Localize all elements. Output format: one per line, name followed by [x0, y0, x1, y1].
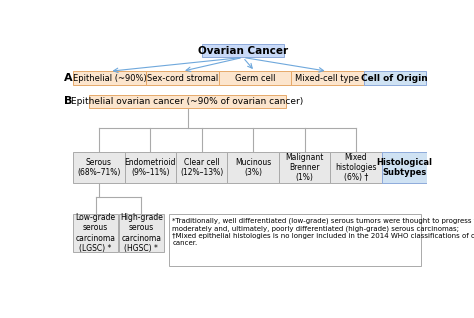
FancyBboxPatch shape — [364, 71, 426, 85]
Text: *Traditionally, well differentiated (low-grade) serous tumors were thought to pr: *Traditionally, well differentiated (low… — [173, 218, 474, 245]
Text: Serous
(68%–71%): Serous (68%–71%) — [77, 158, 120, 177]
Text: Histological
Subtypes: Histological Subtypes — [376, 158, 432, 177]
FancyBboxPatch shape — [73, 214, 118, 252]
Text: B: B — [64, 96, 72, 106]
FancyBboxPatch shape — [202, 44, 283, 58]
Text: Ovarian Cancer: Ovarian Cancer — [198, 46, 288, 56]
FancyBboxPatch shape — [330, 152, 382, 183]
Text: Mixed-cell type: Mixed-cell type — [295, 74, 360, 83]
Text: High-grade
serous
carcinoma
(HGSC) *: High-grade serous carcinoma (HGSC) * — [120, 213, 163, 253]
FancyBboxPatch shape — [73, 152, 125, 183]
FancyBboxPatch shape — [291, 71, 364, 85]
Text: Mixed
histologies
(6%) †: Mixed histologies (6%) † — [335, 153, 377, 183]
Text: Clear cell
(12%–13%): Clear cell (12%–13%) — [180, 158, 223, 177]
FancyBboxPatch shape — [228, 152, 279, 183]
Text: A: A — [64, 73, 73, 83]
FancyBboxPatch shape — [125, 152, 176, 183]
Text: Mucinous
(3%): Mucinous (3%) — [235, 158, 271, 177]
Text: Sex-cord stromal: Sex-cord stromal — [146, 74, 218, 83]
Text: Low-grade
serous
carcinoma
(LGSC) *: Low-grade serous carcinoma (LGSC) * — [76, 213, 116, 253]
Text: Endometrioid
(9%–11%): Endometrioid (9%–11%) — [125, 158, 176, 177]
FancyBboxPatch shape — [176, 152, 228, 183]
Text: Epithelial ovarian cancer (~90% of ovarian cancer): Epithelial ovarian cancer (~90% of ovari… — [72, 97, 304, 106]
FancyBboxPatch shape — [146, 71, 219, 85]
Text: Cell of Origin: Cell of Origin — [362, 74, 428, 83]
FancyBboxPatch shape — [169, 214, 421, 266]
FancyBboxPatch shape — [119, 214, 164, 252]
FancyBboxPatch shape — [279, 152, 330, 183]
Text: Germ cell: Germ cell — [235, 74, 275, 83]
Text: Malignant
Brenner
(1%): Malignant Brenner (1%) — [285, 153, 324, 183]
FancyBboxPatch shape — [382, 152, 427, 183]
Text: Epithelial (~90%): Epithelial (~90%) — [73, 74, 146, 83]
FancyBboxPatch shape — [73, 71, 146, 85]
FancyBboxPatch shape — [89, 95, 286, 108]
FancyBboxPatch shape — [219, 71, 291, 85]
